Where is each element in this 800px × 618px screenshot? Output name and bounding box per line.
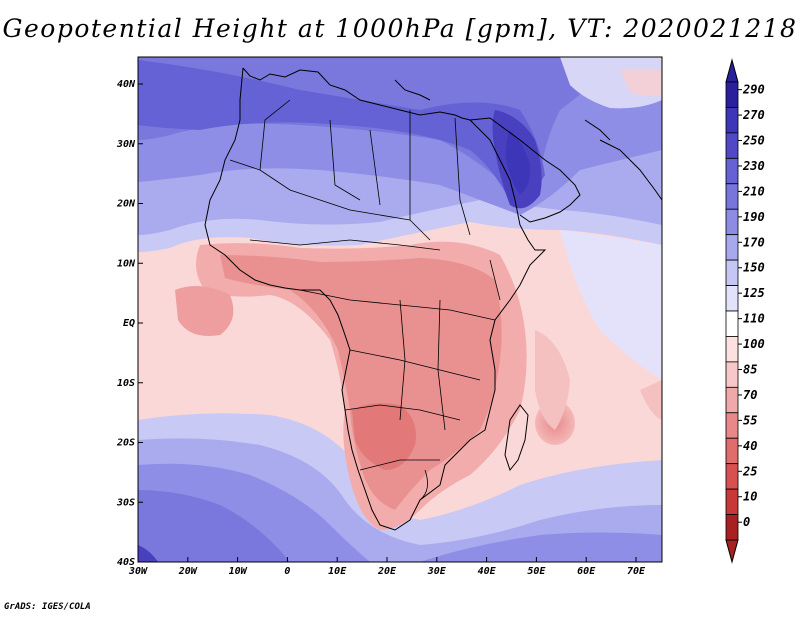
field-band-100-east (640, 380, 662, 420)
lat-tick-label: 40N (117, 79, 136, 90)
colorbar-label: 100 (743, 337, 765, 351)
lat-tick-label: 10N (117, 258, 136, 269)
latitude-axis: 40N 30N 20N 10N EQ 10S 20S 30S 40S (116, 79, 143, 568)
colorbar-label: 150 (743, 261, 765, 275)
colorbar-swatch (725, 386, 739, 414)
lon-tick-label: 70E (627, 566, 646, 577)
colorbar-label: 210 (742, 184, 765, 198)
country-borders (229, 99, 501, 501)
lon-tick-label: 30E (427, 566, 447, 577)
colorbar: 2902702502302101901701501251101008570554… (725, 58, 765, 564)
map-frame (137, 56, 663, 563)
field-band-south-210 (138, 490, 290, 562)
lon-tick-label: 40E (478, 566, 497, 577)
grads-credit: GrADS: IGES/COLA (4, 602, 91, 612)
colorbar-label: 250 (742, 134, 765, 148)
colorbar-label: 40 (743, 439, 757, 453)
lat-tick-label: EQ (123, 318, 135, 329)
colorbar-swatch (725, 463, 739, 490)
lat-tick-label: 40S (117, 557, 135, 568)
colorbar-label: 170 (743, 235, 765, 249)
field-band-south-250 (138, 545, 158, 562)
colorbar-label: 270 (742, 108, 765, 122)
lat-tick-label: 20N (116, 199, 136, 210)
lon-tick-label: 30W (128, 566, 148, 577)
colorbar-swatch (725, 514, 739, 541)
colorbar-swatch (725, 488, 739, 515)
colorbar-bottom-arrow (725, 539, 739, 564)
field-band-south-190b (420, 532, 662, 562)
colorbar-swatch (725, 285, 739, 312)
colorbar-label: 110 (743, 312, 765, 326)
lat-tick-label: 30N (116, 139, 136, 150)
colorbar-swatch (725, 132, 739, 159)
colorbar-label: 25 (742, 464, 757, 478)
field-band-100 (535, 330, 570, 430)
field-blob-atlantic (175, 286, 234, 336)
lon-tick-label: 50E (527, 566, 546, 577)
field-band-east-125 (560, 230, 662, 380)
colorbar-label: 70 (743, 388, 757, 402)
field-band-ne-pink (620, 70, 662, 96)
colorbar-label: 85 (743, 363, 757, 377)
colorbar-label: 10 (743, 490, 757, 504)
colorbar-label: 290 (742, 83, 765, 97)
colorbar-swatch (725, 81, 739, 108)
colorbar-swatch (725, 310, 739, 337)
lon-tick-label: 20E (377, 566, 397, 577)
field-band-70 (220, 255, 502, 510)
colorbar-label: 230 (742, 159, 765, 173)
colorbar-top-arrow (725, 58, 739, 83)
lat-tick-label: 20S (116, 438, 135, 449)
lon-tick-label: 10E (328, 566, 347, 577)
field-band-270 (505, 130, 531, 195)
field-band-230 (138, 60, 545, 205)
colorbar-swatch (725, 336, 739, 363)
colorbar-swatch (725, 183, 739, 210)
colorbar-swatch (725, 259, 739, 286)
colorbar-swatch (725, 107, 739, 134)
colorbar-label: 55 (743, 413, 757, 427)
lon-tick-label: 60E (577, 566, 596, 577)
colorbar-swatch (725, 412, 739, 439)
colorbar-swatch (725, 437, 739, 465)
lon-tick-label: 20W (178, 566, 198, 577)
colorbar-label: 190 (743, 210, 765, 224)
lon-tick-label: 0 (284, 566, 290, 577)
lon-tick-label: 10W (229, 566, 248, 577)
colorbar-swatch (725, 157, 739, 185)
geopotential-field (138, 57, 662, 562)
colorbar-swatch (725, 208, 739, 236)
longitude-axis: 30W 20W 10W 0 10E 20E 30E 40E 50E 60E 70E (128, 557, 646, 577)
colorbar-label: 0 (743, 515, 750, 529)
chart-title: Geopotential Height at 1000hPa [gpm], VT… (2, 14, 798, 43)
colorbar-label: 125 (743, 286, 765, 300)
colorbar-swatch (725, 234, 739, 261)
field-band-ne (560, 57, 662, 109)
lat-tick-label: 30S (116, 497, 135, 508)
coastlines (204, 67, 662, 531)
lat-tick-label: 10S (117, 378, 135, 389)
colorbar-swatch (725, 361, 739, 388)
